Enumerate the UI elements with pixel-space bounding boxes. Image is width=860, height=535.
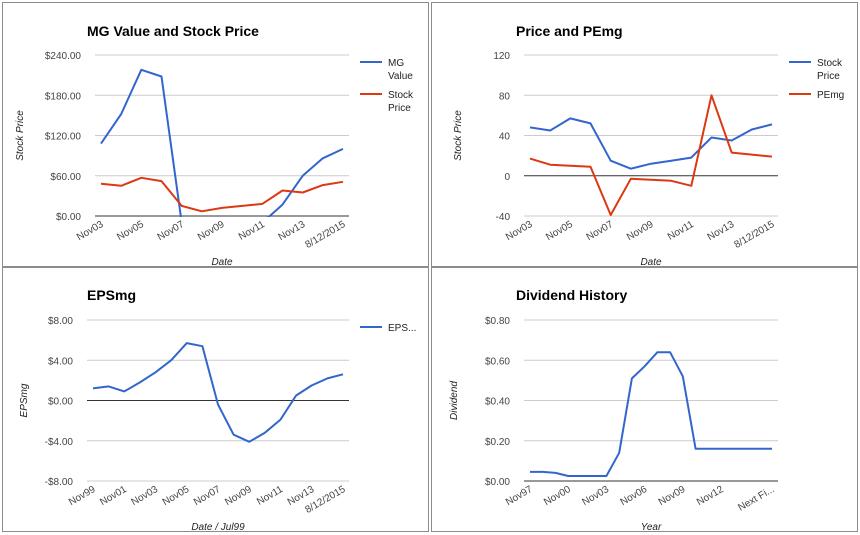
legend-label-line: Price	[388, 103, 411, 114]
legend-label: Stock Price	[817, 58, 843, 82]
x-tick-label: 8/12/2015	[303, 219, 347, 251]
y-tick-label: $0.00	[485, 477, 510, 488]
chart-panel-mg-value: MG Value and Stock Price $240.00 $180.00 $…	[2, 2, 429, 268]
y-tick-label: $4.00	[48, 356, 73, 367]
x-tick-label: Nov09	[223, 484, 254, 508]
x-tick-label: Nov11	[666, 219, 696, 243]
y-axis-title: Dividend	[449, 381, 460, 420]
y-axis-title: Stock Price	[453, 110, 464, 161]
x-tick-label: Nov00	[542, 484, 573, 508]
legend-label-line: Stock	[388, 90, 414, 101]
x-axis-title: Year	[641, 522, 662, 533]
chart-panel-price-pemg: Price and PEmg 120 80 40 0 -40 Nov03 Nov05 Nov0…	[431, 2, 858, 268]
x-tick-label: Nov07	[585, 219, 616, 243]
chart-title: EPSmg	[87, 287, 136, 303]
y-tick-label: 80	[499, 91, 511, 102]
x-tick-label: Nov06	[619, 484, 650, 508]
chart-title: Price and PEmg	[516, 23, 623, 39]
y-tick-label: 40	[499, 132, 511, 143]
x-tick-label: Nov13	[277, 219, 308, 243]
x-tick-label: Nov05	[544, 219, 575, 243]
y-tick-label: $120.00	[45, 132, 82, 143]
x-axis-title: Date	[211, 257, 233, 268]
x-tick-label: Nov09	[657, 484, 688, 508]
chart-svg: MG Value and Stock Price $240.00 $180.00 $…	[15, 23, 414, 268]
legend-label-line: Price	[817, 71, 840, 82]
x-tick-label: 8/12/2015	[732, 219, 776, 251]
x-tick-label: Nov13	[706, 219, 737, 243]
series-line	[92, 342, 344, 443]
y-axis-title: EPSmg	[19, 383, 30, 417]
x-tick-label: Nov11	[255, 484, 285, 508]
x-axis-title: Date / Jul99	[191, 522, 245, 533]
x-tick-label: Nov05	[161, 484, 192, 508]
series-line	[100, 176, 344, 213]
x-tick-label: Nov09	[625, 219, 656, 243]
y-tick-label: $180.00	[45, 91, 82, 102]
x-tick-label: Nov07	[156, 219, 187, 243]
y-tick-label: -40	[496, 212, 511, 223]
y-tick-label: 0	[504, 172, 510, 183]
chart-title: Dividend History	[516, 287, 627, 303]
y-tick-label: $0.40	[485, 397, 510, 408]
x-tick-label: Nov09	[196, 219, 227, 243]
legend-label: EPS...	[388, 323, 416, 334]
legend-label: MG Value	[388, 58, 413, 82]
series-line	[530, 351, 772, 477]
chart-title: MG Value and Stock Price	[87, 23, 259, 39]
y-tick-label: $240.00	[45, 51, 82, 62]
x-tick-label: Nov05	[115, 219, 146, 243]
legend-label: Stock Price	[388, 90, 414, 114]
y-tick-label: -$8.00	[45, 477, 74, 488]
x-tick-label: Nov03	[580, 484, 611, 508]
chart-svg: Dividend History $0.80 $0.60 $0.40 $0.20 $0.…	[449, 287, 778, 533]
y-tick-label: $8.00	[48, 316, 73, 327]
series-line	[100, 68, 344, 217]
y-tick-label: $0.20	[485, 437, 510, 448]
legend-label-line: MG	[388, 58, 404, 69]
y-tick-label: $0.00	[48, 397, 73, 408]
legend-label-line: Stock	[817, 58, 843, 69]
y-tick-label: $0.00	[56, 212, 81, 223]
y-tick-label: -$4.00	[45, 437, 74, 448]
y-tick-label: $0.80	[485, 316, 510, 327]
legend-label-line: Value	[388, 71, 413, 82]
x-tick-label: Nov11	[237, 219, 267, 243]
chart-panel-epsmg: EPSmg $8.00 $4.00 $0.00 -$4.00 -$8.00 Nov99 No…	[2, 267, 429, 533]
chart-panel-dividend: Dividend History $0.80 $0.60 $0.40 $0.20 $0.…	[431, 267, 858, 533]
y-tick-label: $0.60	[485, 356, 510, 367]
y-tick-label: $60.00	[50, 172, 81, 183]
x-tick-label: Nov03	[129, 484, 160, 508]
x-tick-label: Next Fi...	[736, 484, 776, 514]
x-axis-title: Date	[640, 257, 662, 268]
y-tick-label: 120	[493, 51, 510, 62]
x-tick-label: Nov07	[192, 484, 223, 508]
series-line	[529, 117, 773, 170]
x-tick-label: Nov12	[695, 484, 726, 508]
series-line	[529, 94, 773, 216]
legend-label: PEmg	[817, 90, 844, 101]
x-tick-label: Nov01	[98, 484, 129, 508]
y-axis-title: Stock Price	[15, 110, 26, 161]
